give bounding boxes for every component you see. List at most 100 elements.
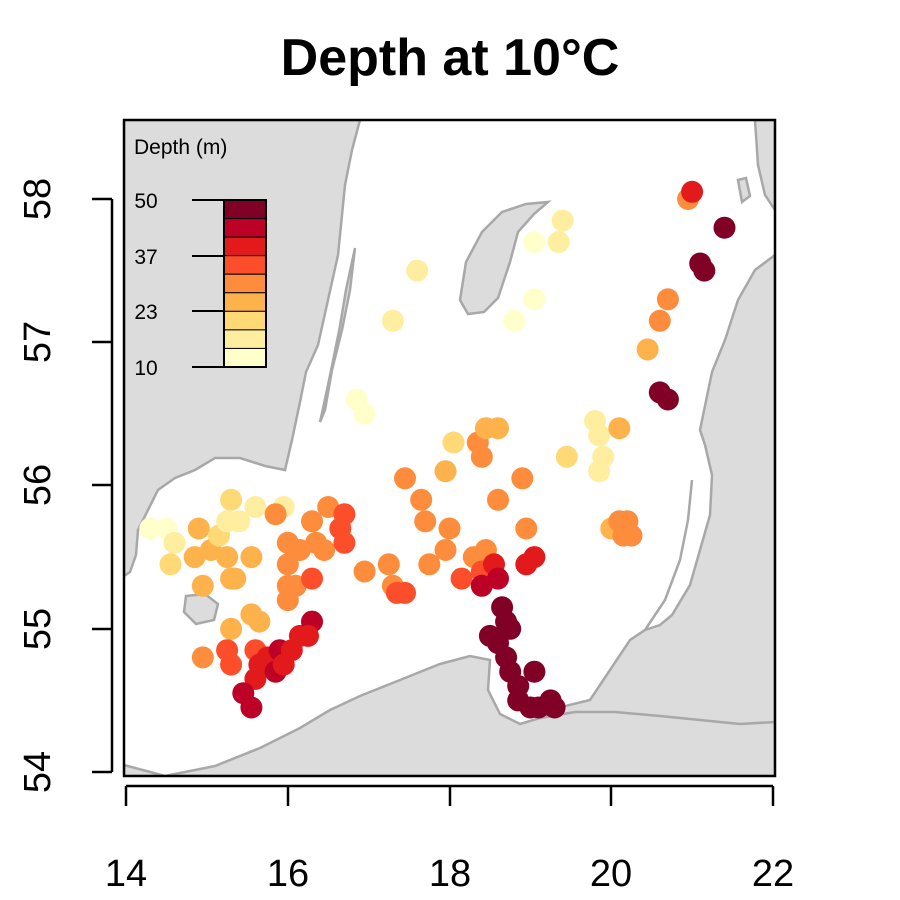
depth-point — [470, 445, 493, 468]
depth-point — [523, 231, 546, 253]
depth-point — [681, 180, 704, 203]
depth-point — [551, 209, 574, 232]
depth-point — [313, 539, 336, 561]
depth-point — [499, 617, 522, 640]
legend-color-swatch — [223, 292, 267, 312]
legend-color-swatch — [223, 329, 267, 349]
depth-point — [394, 467, 416, 490]
depth-point — [410, 488, 433, 511]
legend-colorbar-frame — [223, 199, 267, 368]
y-tick-label: 56 — [17, 464, 59, 506]
depth-point — [515, 517, 538, 540]
depth-point — [228, 510, 251, 533]
depth-point — [248, 610, 271, 633]
depth-point — [543, 696, 566, 719]
land-oland — [318, 247, 357, 423]
depth-point — [414, 510, 437, 533]
legend-color-swatch — [223, 218, 267, 238]
depth-point — [220, 617, 243, 640]
legend: Depth (m) 50 37 23 10 — [134, 136, 267, 380]
legend-title: Depth (m) — [134, 136, 227, 159]
depth-point — [297, 624, 319, 647]
depth-point — [555, 445, 578, 468]
x-tick-label: 20 — [590, 853, 632, 895]
depth-point — [301, 510, 323, 533]
depth-point — [434, 539, 457, 561]
depth-point — [487, 488, 509, 511]
depth-point — [418, 553, 441, 576]
legend-color-swatch — [223, 199, 267, 220]
x-tick-label: 18 — [429, 853, 471, 895]
legend-color-swatch — [223, 310, 267, 331]
x-tick-label: 16 — [267, 853, 309, 895]
y-axis: 54 55 56 57 58 — [17, 178, 114, 793]
legend-color-swatch — [223, 347, 267, 368]
depth-point — [713, 216, 736, 239]
depth-point — [377, 553, 400, 576]
depth-point — [333, 531, 356, 554]
depth-point — [139, 517, 162, 540]
depth-point — [487, 567, 509, 590]
y-tick-label: 57 — [17, 321, 59, 363]
depth-point — [191, 574, 214, 597]
depth-point — [487, 417, 509, 440]
legend-colorbar — [223, 199, 267, 368]
depth-point — [442, 431, 465, 454]
depth-point — [220, 488, 243, 511]
legend-color-swatch — [223, 255, 267, 275]
depth-point — [240, 696, 263, 719]
depth-point — [224, 567, 247, 590]
depth-point — [264, 503, 287, 526]
y-tick-label: 54 — [17, 751, 59, 793]
plot-frame — [122, 118, 777, 778]
x-axis: 14 16 18 20 22 — [105, 784, 794, 895]
legend-tick-label: 23 — [134, 301, 157, 324]
depth-point — [406, 259, 429, 282]
land-south-coast — [124, 253, 775, 776]
depth-point — [220, 653, 243, 676]
depth-point — [636, 338, 659, 361]
x-tick-label: 22 — [752, 853, 794, 895]
x-tick-label: 14 — [105, 853, 147, 895]
depth-point — [523, 660, 546, 683]
depth-point — [656, 388, 679, 411]
depth-point — [353, 560, 376, 583]
depth-point — [450, 567, 473, 590]
depth-point — [693, 259, 716, 282]
depth-point — [523, 546, 546, 569]
depth-point — [547, 231, 570, 253]
depth-point — [438, 517, 461, 540]
land-bornholm — [182, 592, 220, 626]
depth-point — [353, 402, 376, 425]
legend-tick-label: 50 — [134, 190, 157, 213]
depth-point — [656, 288, 679, 311]
depth-points — [139, 180, 736, 719]
depth-point — [588, 424, 611, 447]
y-tick-label: 55 — [17, 608, 59, 650]
land-curonian-spit — [643, 479, 694, 631]
depth-point — [191, 646, 214, 669]
land-gotland — [458, 200, 552, 316]
legend-tick-label: 37 — [134, 246, 157, 269]
depth-point — [163, 531, 186, 554]
depth-point — [240, 546, 263, 569]
depth-point — [187, 517, 210, 540]
depth-point — [394, 581, 416, 604]
depth-point — [503, 309, 526, 332]
depth-point — [301, 567, 323, 590]
land-saaremaa — [736, 176, 752, 205]
depth-point — [216, 546, 239, 569]
legend-color-swatch — [223, 273, 267, 294]
depth-point — [588, 460, 611, 483]
depth-point — [523, 288, 546, 311]
depth-point — [511, 467, 534, 490]
chart-title: Depth at 10°C — [280, 29, 620, 87]
land-vistula-spit — [539, 710, 775, 726]
y-tick-label: 58 — [17, 178, 59, 220]
depth-point — [159, 553, 182, 576]
depth-point — [381, 309, 404, 332]
depth-point — [244, 496, 267, 518]
legend-tick-label: 10 — [134, 357, 157, 380]
depth-point — [434, 460, 457, 483]
